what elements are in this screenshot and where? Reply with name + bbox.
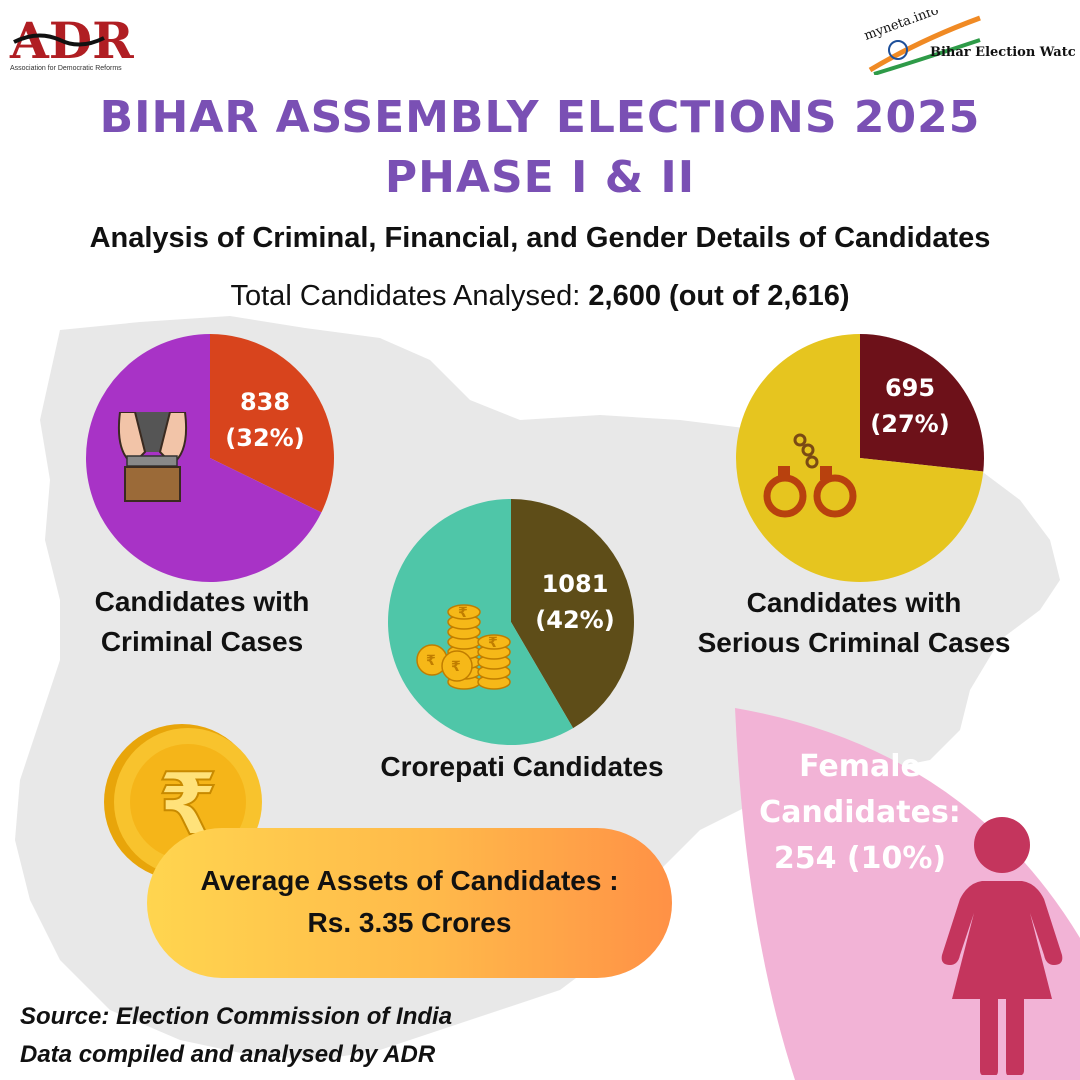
svg-text:₹: ₹ <box>451 659 461 675</box>
adr-logo-letters: ADR <box>9 11 134 70</box>
source-line2: Data compiled and analysed by ADR <box>20 1041 436 1068</box>
adr-logo-tagline: Association for Democratic Reforms <box>10 65 122 72</box>
adr-logo: ADR Association for Democratic Reforms <box>8 8 148 72</box>
source-line1: Source: Election Commission of India <box>20 1003 453 1030</box>
title-line-2: PHASE I & II <box>384 152 696 203</box>
caption-crorepati: Crorepati Candidates <box>380 751 664 782</box>
female-value: 254 (10%) <box>773 841 947 876</box>
slice-value-serious: 695 <box>884 374 936 402</box>
slice-percent-serious: (27%) <box>870 410 950 438</box>
pie-slice-1-0 <box>860 334 984 472</box>
slice-value-criminal: 838 <box>239 388 291 416</box>
pie-criminal-cases <box>85 334 334 582</box>
pie-slice-1-1 <box>736 334 984 582</box>
total-candidates-label: Total Candidates Analysed: <box>230 280 581 312</box>
average-assets-label: Average Assets of Candidates : <box>200 865 619 896</box>
slice-value-crorepati: 1081 <box>541 570 609 598</box>
caption-serious-line2: Serious Criminal Cases <box>697 627 1011 658</box>
svg-text:₹: ₹ <box>488 635 498 651</box>
average-assets-pill <box>147 828 672 978</box>
female-label-line2: Candidates: <box>759 795 961 830</box>
pie-slice-0-0 <box>210 334 334 513</box>
slice-percent-criminal: (32%) <box>225 424 305 452</box>
female-candidates-text: Female Candidates: 254 (10%) <box>745 744 975 882</box>
subtitle: Analysis of Criminal, Financial, and Gen… <box>89 222 991 254</box>
average-assets-value: Rs. 3.35 Crores <box>307 907 512 938</box>
pie-slice-0-1 <box>85 334 322 582</box>
myneta-logo-caption: Bihar Election Watch <box>930 45 1075 60</box>
caption-criminal-line1: Candidates with <box>94 586 310 617</box>
myneta-logo: myneta.info Bihar Election Watch <box>860 3 1080 76</box>
slice-label-crorepati: 1081 (42%) <box>525 566 625 638</box>
svg-text:₹: ₹ <box>426 653 436 669</box>
slice-label-serious: 695 (27%) <box>860 370 960 442</box>
rupee-coin-stack-icon: ₹ ₹ ₹ ₹ <box>416 604 511 690</box>
caption-serious: Candidates with Serious Criminal Cases <box>662 583 1046 663</box>
total-candidates: Total Candidates Analysed: 2,600 (out of… <box>0 280 1080 313</box>
female-label-line1: Female <box>799 749 921 784</box>
average-assets-text: Average Assets of Candidates : Rs. 3.35 … <box>147 860 672 944</box>
slice-percent-crorepati: (42%) <box>535 606 615 634</box>
svg-text:₹: ₹ <box>458 605 468 621</box>
slice-label-criminal: 838 (32%) <box>215 384 315 456</box>
title-line-1: BIHAR ASSEMBLY ELECTIONS 2025 <box>99 92 981 143</box>
pie-serious-criminal-cases <box>736 334 984 582</box>
woman-icon <box>941 817 1063 1075</box>
handcuffs-icon <box>763 433 857 518</box>
total-candidates-value: 2,600 (out of 2,616) <box>588 280 850 312</box>
handcuffed-hands-icon <box>117 412 188 502</box>
caption-serious-line1: Candidates with <box>746 587 962 618</box>
caption-criminal-line2: Criminal Cases <box>100 626 304 657</box>
caption-criminal: Candidates with Criminal Cases <box>52 582 352 662</box>
source-note: Source: Election Commission of India Dat… <box>20 998 452 1074</box>
pie-slice-2-0 <box>511 499 634 729</box>
